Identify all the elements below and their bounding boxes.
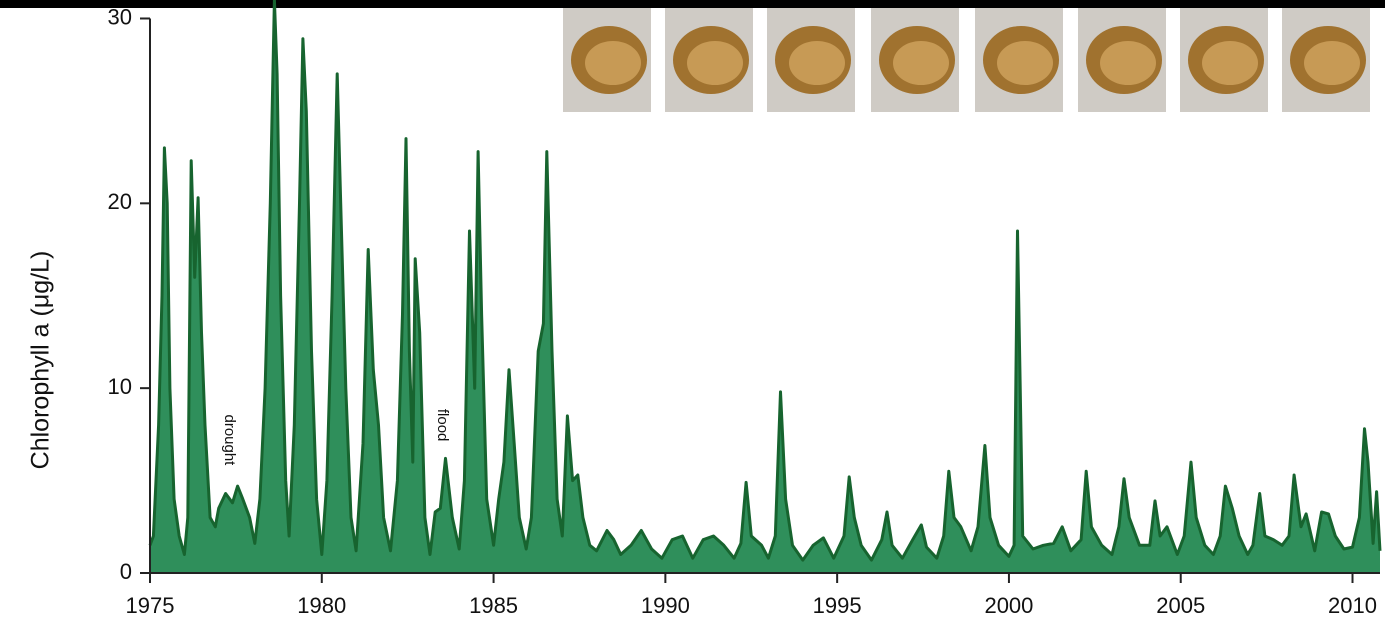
clam-photo [767, 8, 855, 112]
x-tick-label: 1975 [126, 593, 175, 618]
x-tick-label: 1990 [641, 593, 690, 618]
clam-photo [975, 8, 1063, 112]
clam-photo [1078, 8, 1166, 112]
x-tick-label: 2000 [984, 593, 1033, 618]
annotation: drought [221, 414, 238, 466]
clam-photos [563, 8, 1370, 112]
x-tick-label: 2005 [1156, 593, 1205, 618]
clam-photo [665, 8, 753, 112]
top-border [0, 0, 1385, 8]
y-tick-label: 10 [108, 374, 132, 399]
y-tick-label: 30 [108, 4, 132, 29]
y-tick-label: 20 [108, 189, 132, 214]
line [148, 0, 1382, 562]
x-tick-label: 1980 [297, 593, 346, 618]
y-axis-label: Chlorophyll a (μg/L) [27, 251, 55, 470]
clam-photo [871, 8, 959, 112]
clam-photo [1180, 8, 1268, 112]
annotation: flood [434, 409, 451, 442]
x-tick-label: 2010 [1328, 593, 1377, 618]
clam-photo [563, 8, 651, 112]
clam-photo [1282, 8, 1370, 112]
y-tick-label: 0 [120, 559, 132, 584]
x-tick-label: 1995 [813, 593, 862, 618]
x-tick-label: 1985 [469, 593, 518, 618]
